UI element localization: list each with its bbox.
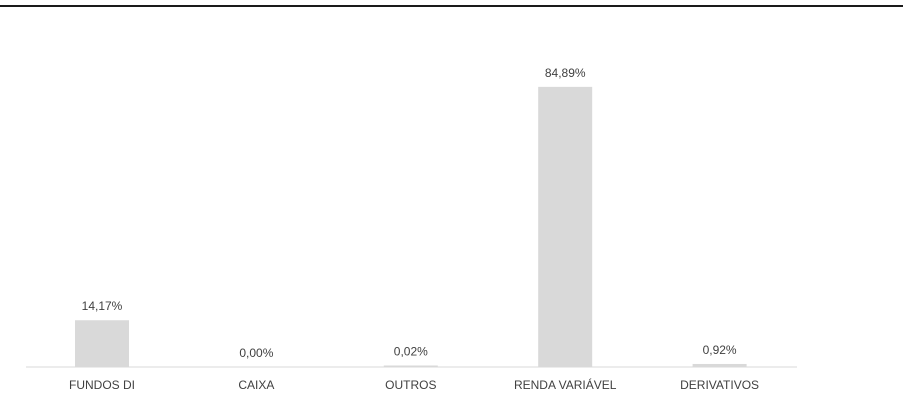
category-label-caixa: CAIXA [238, 378, 274, 392]
category-label-renda-variavel: RENDA VARIÁVEL [514, 377, 617, 392]
data-label-caixa: 0,00% [239, 346, 273, 360]
data-label-derivativos: 0,92% [703, 343, 737, 357]
labels-layer: 14,17% FUNDOS DI 0,00% CAIXA 0,02% OUTROS 84,8… [69, 66, 759, 392]
category-label-derivativos: DERIVATIVOS [680, 378, 759, 392]
bar-outros [383, 365, 438, 367]
category-label-outros: OUTROS [385, 378, 436, 392]
data-label-outros: 0,02% [394, 345, 428, 359]
data-label-renda-variavel: 84,89% [545, 66, 586, 80]
bar-fundos-di [75, 320, 129, 367]
data-label-fundos-di: 14,17% [82, 299, 123, 313]
bar-derivativos [692, 363, 747, 367]
bars-layer [75, 86, 747, 367]
category-label-fundos-di: FUNDOS DI [69, 378, 135, 392]
bar-renda-variavel [538, 86, 593, 367]
